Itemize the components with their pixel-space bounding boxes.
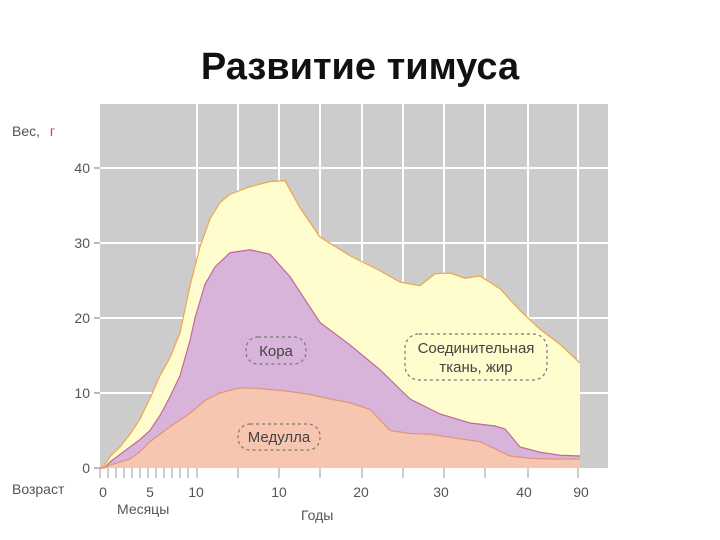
- annotation-connective-line1: Соединительная: [418, 340, 535, 357]
- slide-title: Развитие тимуса: [200, 46, 520, 88]
- series-edge-2: [99, 180, 581, 469]
- x-label-months: Месяцы: [117, 501, 169, 517]
- annotation-medulla: Медулла: [237, 423, 321, 451]
- y-axis-unit: г: [50, 123, 55, 139]
- x-tick-labels: 0 5 10 10 20 30 40 90: [99, 484, 589, 500]
- tick-marks: 0 10 20 30 40: [74, 160, 579, 478]
- x-tick-year-2: 30: [433, 484, 449, 500]
- y-axis-label: Вес, г: [12, 123, 55, 139]
- x-tick-year-4: 90: [573, 484, 589, 500]
- annotation-connective: Соединительная ткань, жир: [404, 333, 548, 381]
- x-row-label: Возраст: [12, 481, 65, 497]
- x-tick-year-0: 10: [271, 484, 287, 500]
- x-tick-month-0: 0: [99, 484, 107, 500]
- y-axis-label-text: Вес,: [12, 123, 40, 139]
- x-tick-year-3: 40: [516, 484, 532, 500]
- series-layer: [99, 180, 581, 469]
- y-tick-label-0: 0: [82, 460, 90, 476]
- series-area-0: [100, 387, 580, 468]
- x-tick-month-1: 5: [146, 484, 154, 500]
- x-tick-month-2: 10: [188, 484, 204, 500]
- series-edge-1: [100, 249, 581, 469]
- x-label-years: Годы: [301, 507, 333, 523]
- y-tick-label-10: 10: [74, 385, 90, 401]
- annotation-connective-line2: ткань, жир: [439, 359, 512, 376]
- annotation-medulla-text: Медулла: [248, 429, 311, 446]
- y-tick-label-20: 20: [74, 310, 90, 326]
- annotation-cortex-text: Кора: [259, 343, 293, 360]
- annotation-cortex: Кора: [245, 336, 307, 365]
- series-edge-0: [100, 387, 580, 469]
- x-tick-year-1: 20: [353, 484, 369, 500]
- y-tick-label-40: 40: [74, 160, 90, 176]
- y-tick-label-30: 30: [74, 235, 90, 251]
